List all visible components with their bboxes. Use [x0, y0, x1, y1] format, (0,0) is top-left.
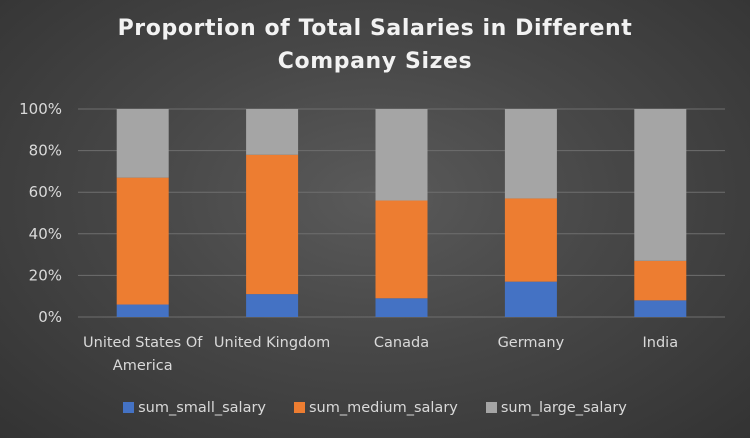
bar-segment-sum_large_salary — [246, 109, 299, 155]
x-tick-label: America — [113, 358, 173, 374]
bar-segment-sum_large_salary — [504, 109, 557, 199]
legend-item: sum_medium_salary — [294, 400, 458, 416]
x-tick-label: India — [643, 335, 679, 351]
x-tick-label: Germany — [498, 335, 565, 351]
y-tick-label: 60% — [29, 183, 62, 201]
bar-segment-sum_large_salary — [116, 109, 169, 178]
bar-segment-sum_medium_salary — [375, 200, 428, 299]
legend-label: sum_medium_salary — [309, 400, 458, 416]
legend-swatch — [294, 402, 305, 413]
y-tick-label: 20% — [29, 266, 62, 284]
bar-segment-sum_medium_salary — [504, 198, 557, 282]
legend-item: sum_large_salary — [485, 400, 627, 416]
legend-label: sum_large_salary — [500, 400, 627, 416]
chart-title-line-1: Proportion of Total Salaries in Differen… — [117, 16, 633, 41]
bar-segment-sum_medium_salary — [246, 154, 299, 295]
x-tick-label: United Kingdom — [214, 335, 330, 351]
y-tick-label: 0% — [38, 308, 62, 326]
bar-segment-sum_large_salary — [634, 109, 687, 261]
y-tick-label: 100% — [19, 100, 62, 118]
bar-segment-sum_small_salary — [375, 298, 428, 317]
legend-label: sum_small_salary — [138, 400, 266, 416]
bar-segment-sum_medium_salary — [634, 260, 687, 301]
chart-title: Proportion of Total Salaries in Differen… — [0, 12, 750, 78]
legend: sum_small_salary sum_medium_salary sum_lar… — [0, 400, 750, 416]
x-tick-label: Canada — [374, 335, 429, 351]
bar-segment-sum_small_salary — [634, 300, 687, 317]
bar-segment-sum_small_salary — [116, 304, 169, 317]
bar-segment-sum_small_salary — [504, 281, 557, 317]
bar-segment-sum_large_salary — [375, 109, 428, 201]
y-tick-label: 80% — [29, 142, 62, 160]
legend-swatch — [485, 402, 497, 413]
bar-segment-sum_medium_salary — [116, 177, 169, 305]
legend-swatch — [123, 402, 135, 413]
legend-item: sum_small_salary — [123, 400, 266, 416]
x-tick-label: United States Of — [83, 335, 203, 351]
y-tick-label: 40% — [29, 225, 62, 243]
bar-segment-sum_small_salary — [246, 294, 299, 317]
chart-title-line-2: Company Sizes — [277, 49, 473, 74]
